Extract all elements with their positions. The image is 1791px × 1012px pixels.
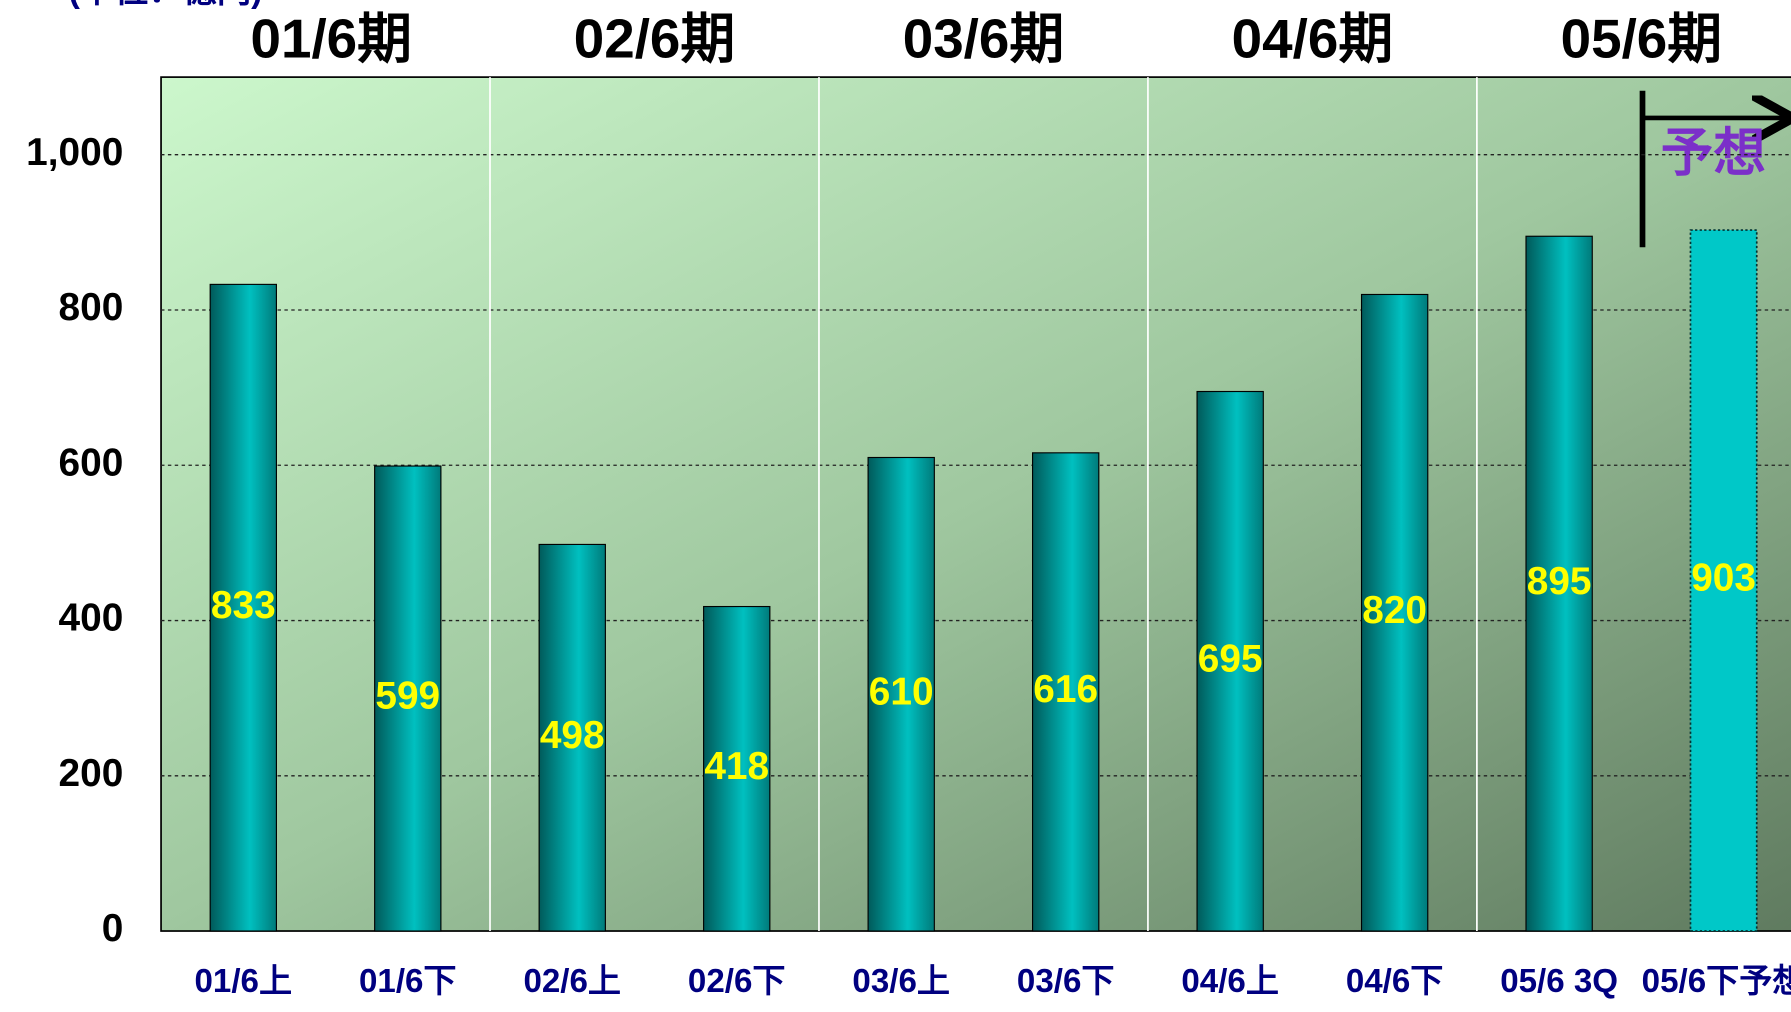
bar (703, 605, 771, 932)
x-tick-label: 01/6下 (359, 962, 457, 999)
period-label: 01/6期 (251, 9, 412, 70)
x-tick-label: 04/6上 (1181, 962, 1279, 999)
y-tick-label: 200 (59, 752, 124, 795)
period-label: 03/6期 (903, 9, 1064, 70)
bar (1196, 390, 1264, 932)
y-tick-label: 0 (102, 907, 124, 950)
value-label: 820 (1362, 589, 1427, 632)
bar (1525, 235, 1593, 932)
y-tick-label: 600 (59, 442, 124, 485)
x-tick-label: 03/6下 (1017, 962, 1115, 999)
value-label: 616 (1033, 668, 1098, 711)
period-label: 04/6期 (1232, 9, 1393, 70)
y-tick-label: 400 (59, 597, 124, 640)
y-tick-label: 1,000 (26, 131, 123, 174)
x-tick-label: 05/6 3Q (1500, 962, 1618, 999)
value-label: 498 (540, 714, 605, 757)
bar (1031, 452, 1100, 932)
bar (1689, 229, 1758, 932)
bar (1360, 293, 1429, 932)
period-label: 02/6期 (574, 9, 735, 70)
value-label: 599 (375, 675, 440, 718)
x-tick-label: 02/6下 (688, 962, 786, 999)
bar (374, 465, 442, 932)
bar (538, 543, 606, 932)
value-label: 833 (211, 584, 276, 627)
x-tick-label: 04/6下 (1346, 962, 1444, 999)
x-tick-label: 03/6上 (852, 962, 950, 999)
value-label: 695 (1198, 638, 1263, 681)
annotation: 予想 (1661, 124, 1766, 182)
value-label: 895 (1527, 560, 1592, 603)
period-label: 05/6期 (1561, 9, 1722, 70)
x-tick-label: 02/6上 (523, 962, 621, 999)
y-tick-label: 800 (59, 286, 124, 329)
bar (867, 456, 935, 932)
bar (209, 283, 277, 932)
x-tick-label: 05/6下予想 (1642, 962, 1791, 999)
value-label: 903 (1691, 557, 1756, 600)
value-label: 610 (869, 671, 934, 714)
x-tick-label: 01/6上 (195, 962, 293, 999)
unit-label: (単位：億円) (69, 0, 263, 10)
value-label: 418 (704, 745, 769, 788)
